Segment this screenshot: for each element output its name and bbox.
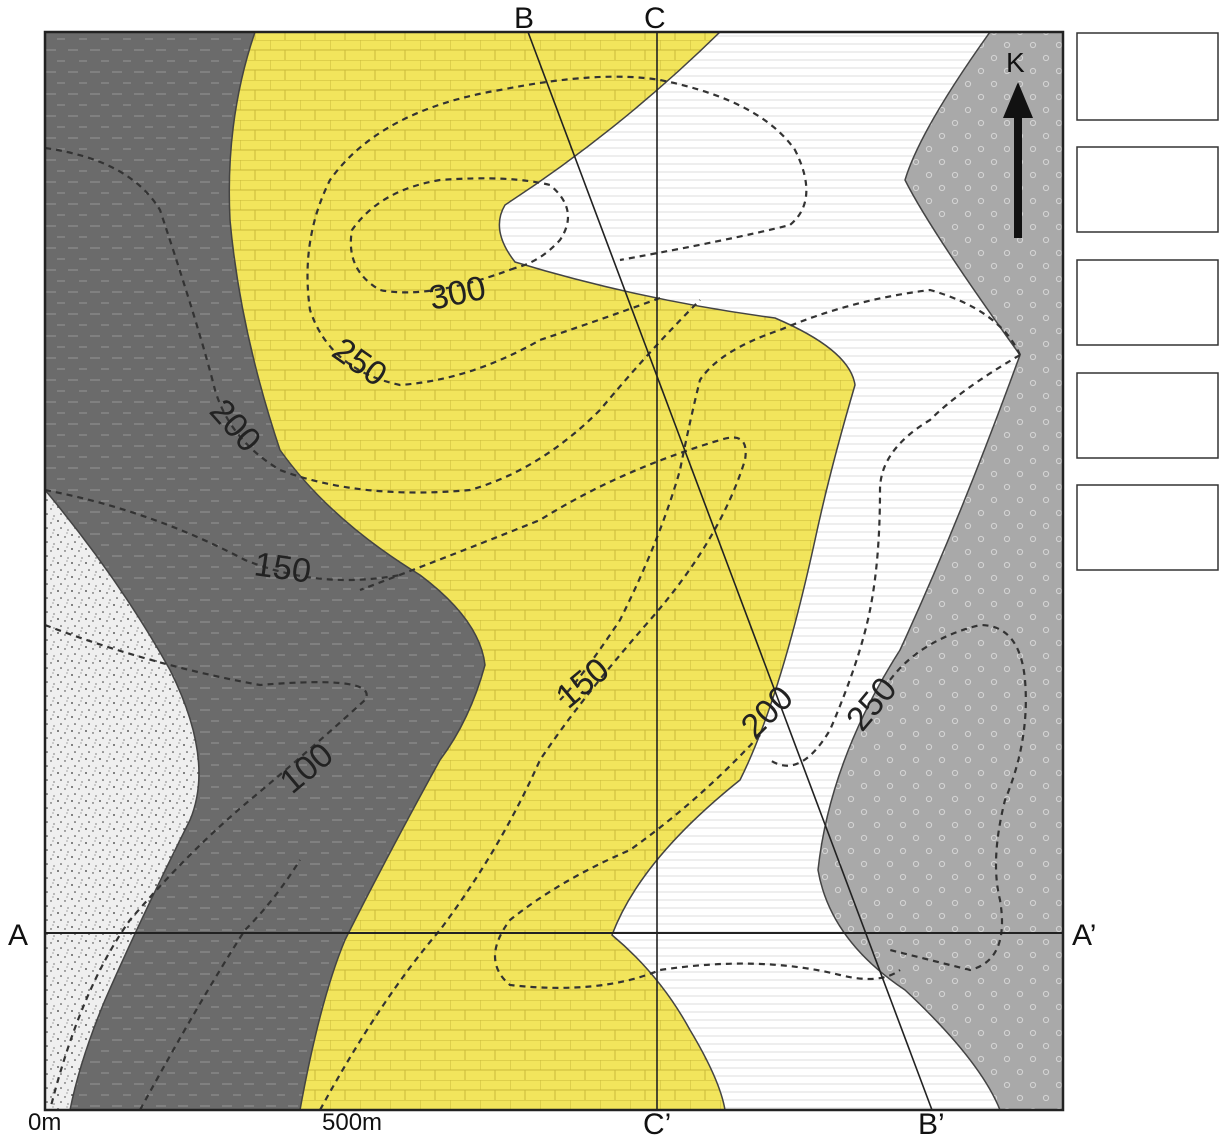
contour-200-east bbox=[559, 288, 1022, 701]
contour-250 bbox=[306, 75, 808, 387]
contour-250-east bbox=[769, 354, 1021, 767]
legend-box-2 bbox=[1076, 146, 1219, 233]
unit-speckled-sand bbox=[45, 488, 200, 1110]
contour-label-150-west: 150 bbox=[252, 545, 313, 591]
legend-box-1 bbox=[1076, 32, 1219, 121]
north-arrow: K bbox=[1003, 47, 1033, 238]
contour-200-west bbox=[45, 146, 701, 494]
legend-box-4 bbox=[1076, 372, 1219, 459]
label-c-prime: C’ bbox=[643, 1108, 671, 1135]
label-c: C bbox=[644, 2, 666, 35]
contour-200-south bbox=[493, 734, 901, 989]
legend-box-3 bbox=[1076, 259, 1219, 346]
label-b: B bbox=[514, 2, 534, 35]
label-a: A bbox=[8, 919, 28, 952]
contour-100 bbox=[45, 623, 368, 1110]
map-frame-content bbox=[45, 32, 1063, 1110]
scale-end-label: 500m bbox=[322, 1109, 382, 1135]
label-b-prime: B’ bbox=[918, 1108, 945, 1135]
legend-box-5 bbox=[1076, 484, 1219, 571]
label-a-prime: A’ bbox=[1072, 919, 1096, 952]
contour-150-west bbox=[45, 488, 401, 582]
north-arrow-head-icon bbox=[1003, 82, 1033, 118]
scale-start-label: 0m bbox=[28, 1109, 61, 1135]
contour-150-east bbox=[319, 436, 747, 1110]
section-line-b bbox=[527, 31, 933, 1111]
scale-bar: 0m 500m bbox=[28, 1109, 382, 1135]
legend bbox=[1076, 32, 1219, 571]
north-arrow-label: K bbox=[1006, 47, 1025, 78]
contour-100-b bbox=[139, 859, 301, 1110]
contour-250-loop bbox=[889, 623, 1027, 972]
contour-lines bbox=[45, 75, 1027, 1110]
map-border bbox=[43, 30, 1065, 1112]
